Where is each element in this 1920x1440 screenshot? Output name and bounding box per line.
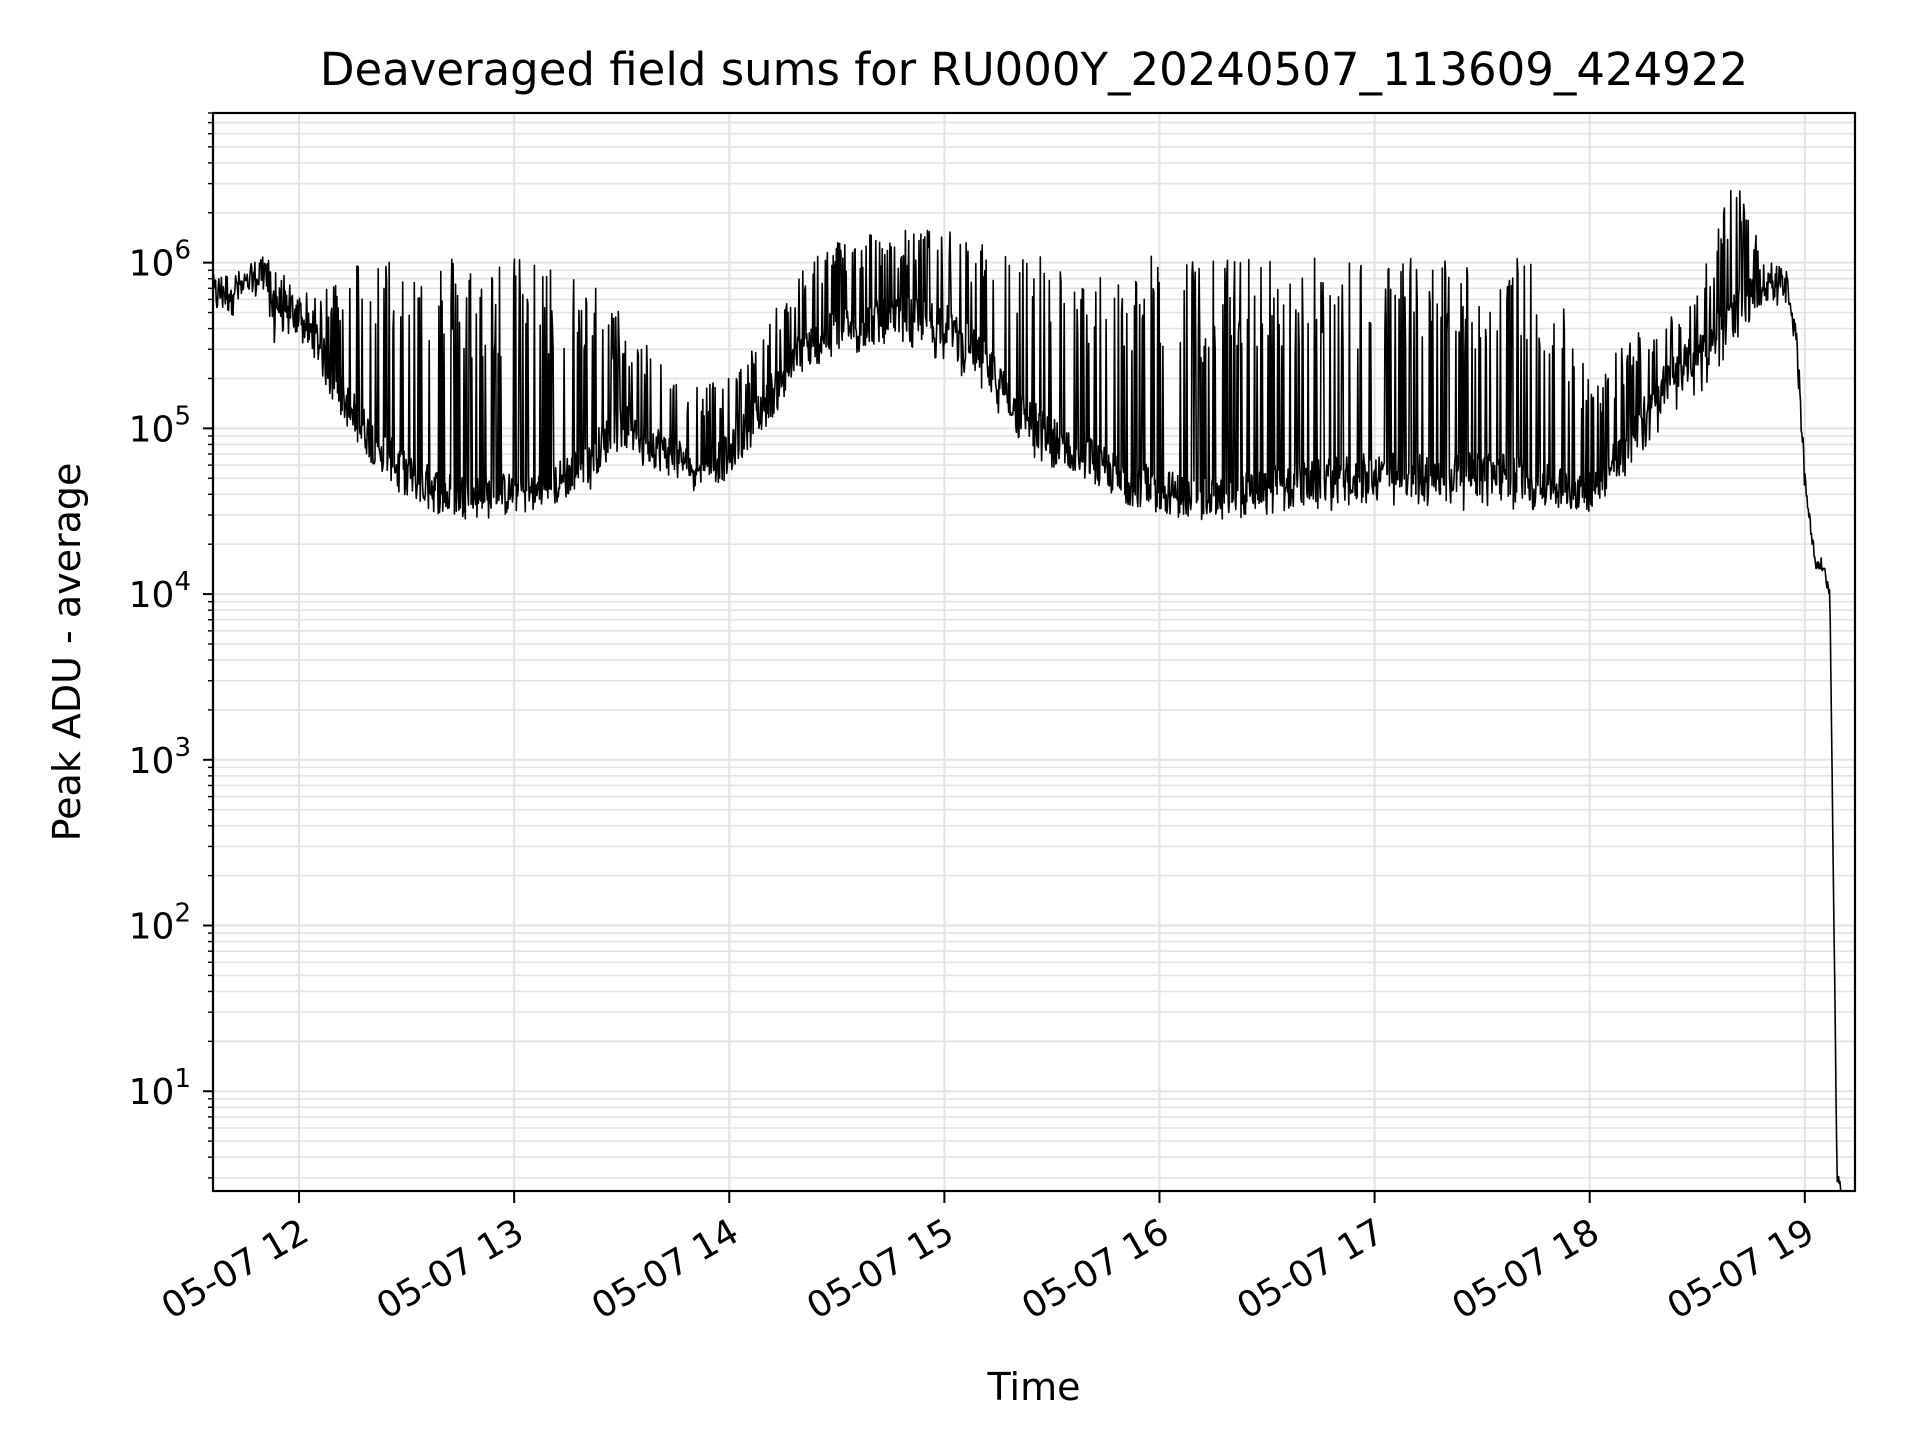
y-tick-label: 104: [129, 567, 191, 616]
y-tick-label: 106: [129, 236, 191, 285]
chart-title: Deaveraged field sums for RU000Y_2024050…: [320, 43, 1748, 96]
plot-area: [213, 189, 1842, 1191]
y-axis: 101 102 103 104 105 106: [129, 112, 213, 1179]
series-line: [213, 189, 1842, 1191]
y-tick-label: 103: [129, 733, 191, 782]
y-axis-label: Peak ADU - average: [45, 463, 89, 842]
y-tick-label: 105: [129, 401, 191, 450]
plot-frame: [211, 111, 1857, 1193]
y-tick-label: 102: [129, 899, 191, 948]
y-tick-label: 101: [129, 1064, 191, 1113]
x-axis-label: Time: [987, 1365, 1081, 1409]
